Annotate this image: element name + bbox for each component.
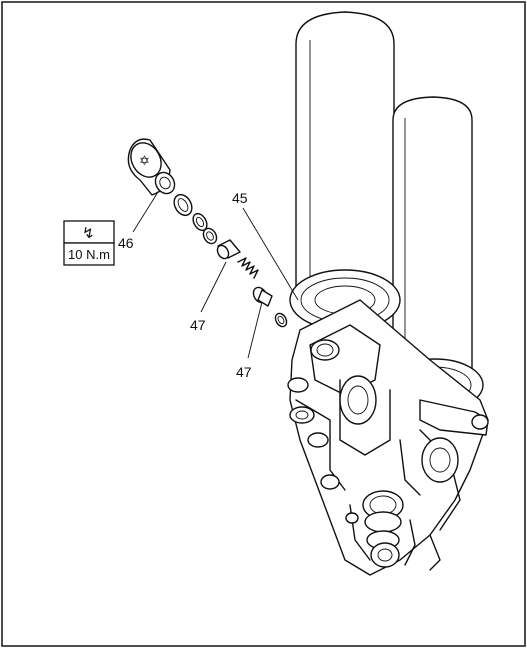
callout-46: 46 [118, 235, 134, 251]
rear-cylinder [295, 11, 395, 301]
exploded-cartridge-parts: ✡ [127, 138, 288, 328]
star-icon: ✡ [139, 153, 150, 168]
torque-lightning-icon: ↯ [82, 225, 95, 242]
leader-lines [132, 191, 299, 359]
callout-47-lower: 47 [236, 364, 252, 380]
callout-45: 45 [232, 190, 248, 206]
callout-47-upper: 47 [190, 317, 206, 333]
torque-value: 10 N.m [68, 247, 110, 262]
valve-assembly [287, 269, 489, 576]
torque-spec-box: ↯ 10 N.m [63, 220, 115, 266]
